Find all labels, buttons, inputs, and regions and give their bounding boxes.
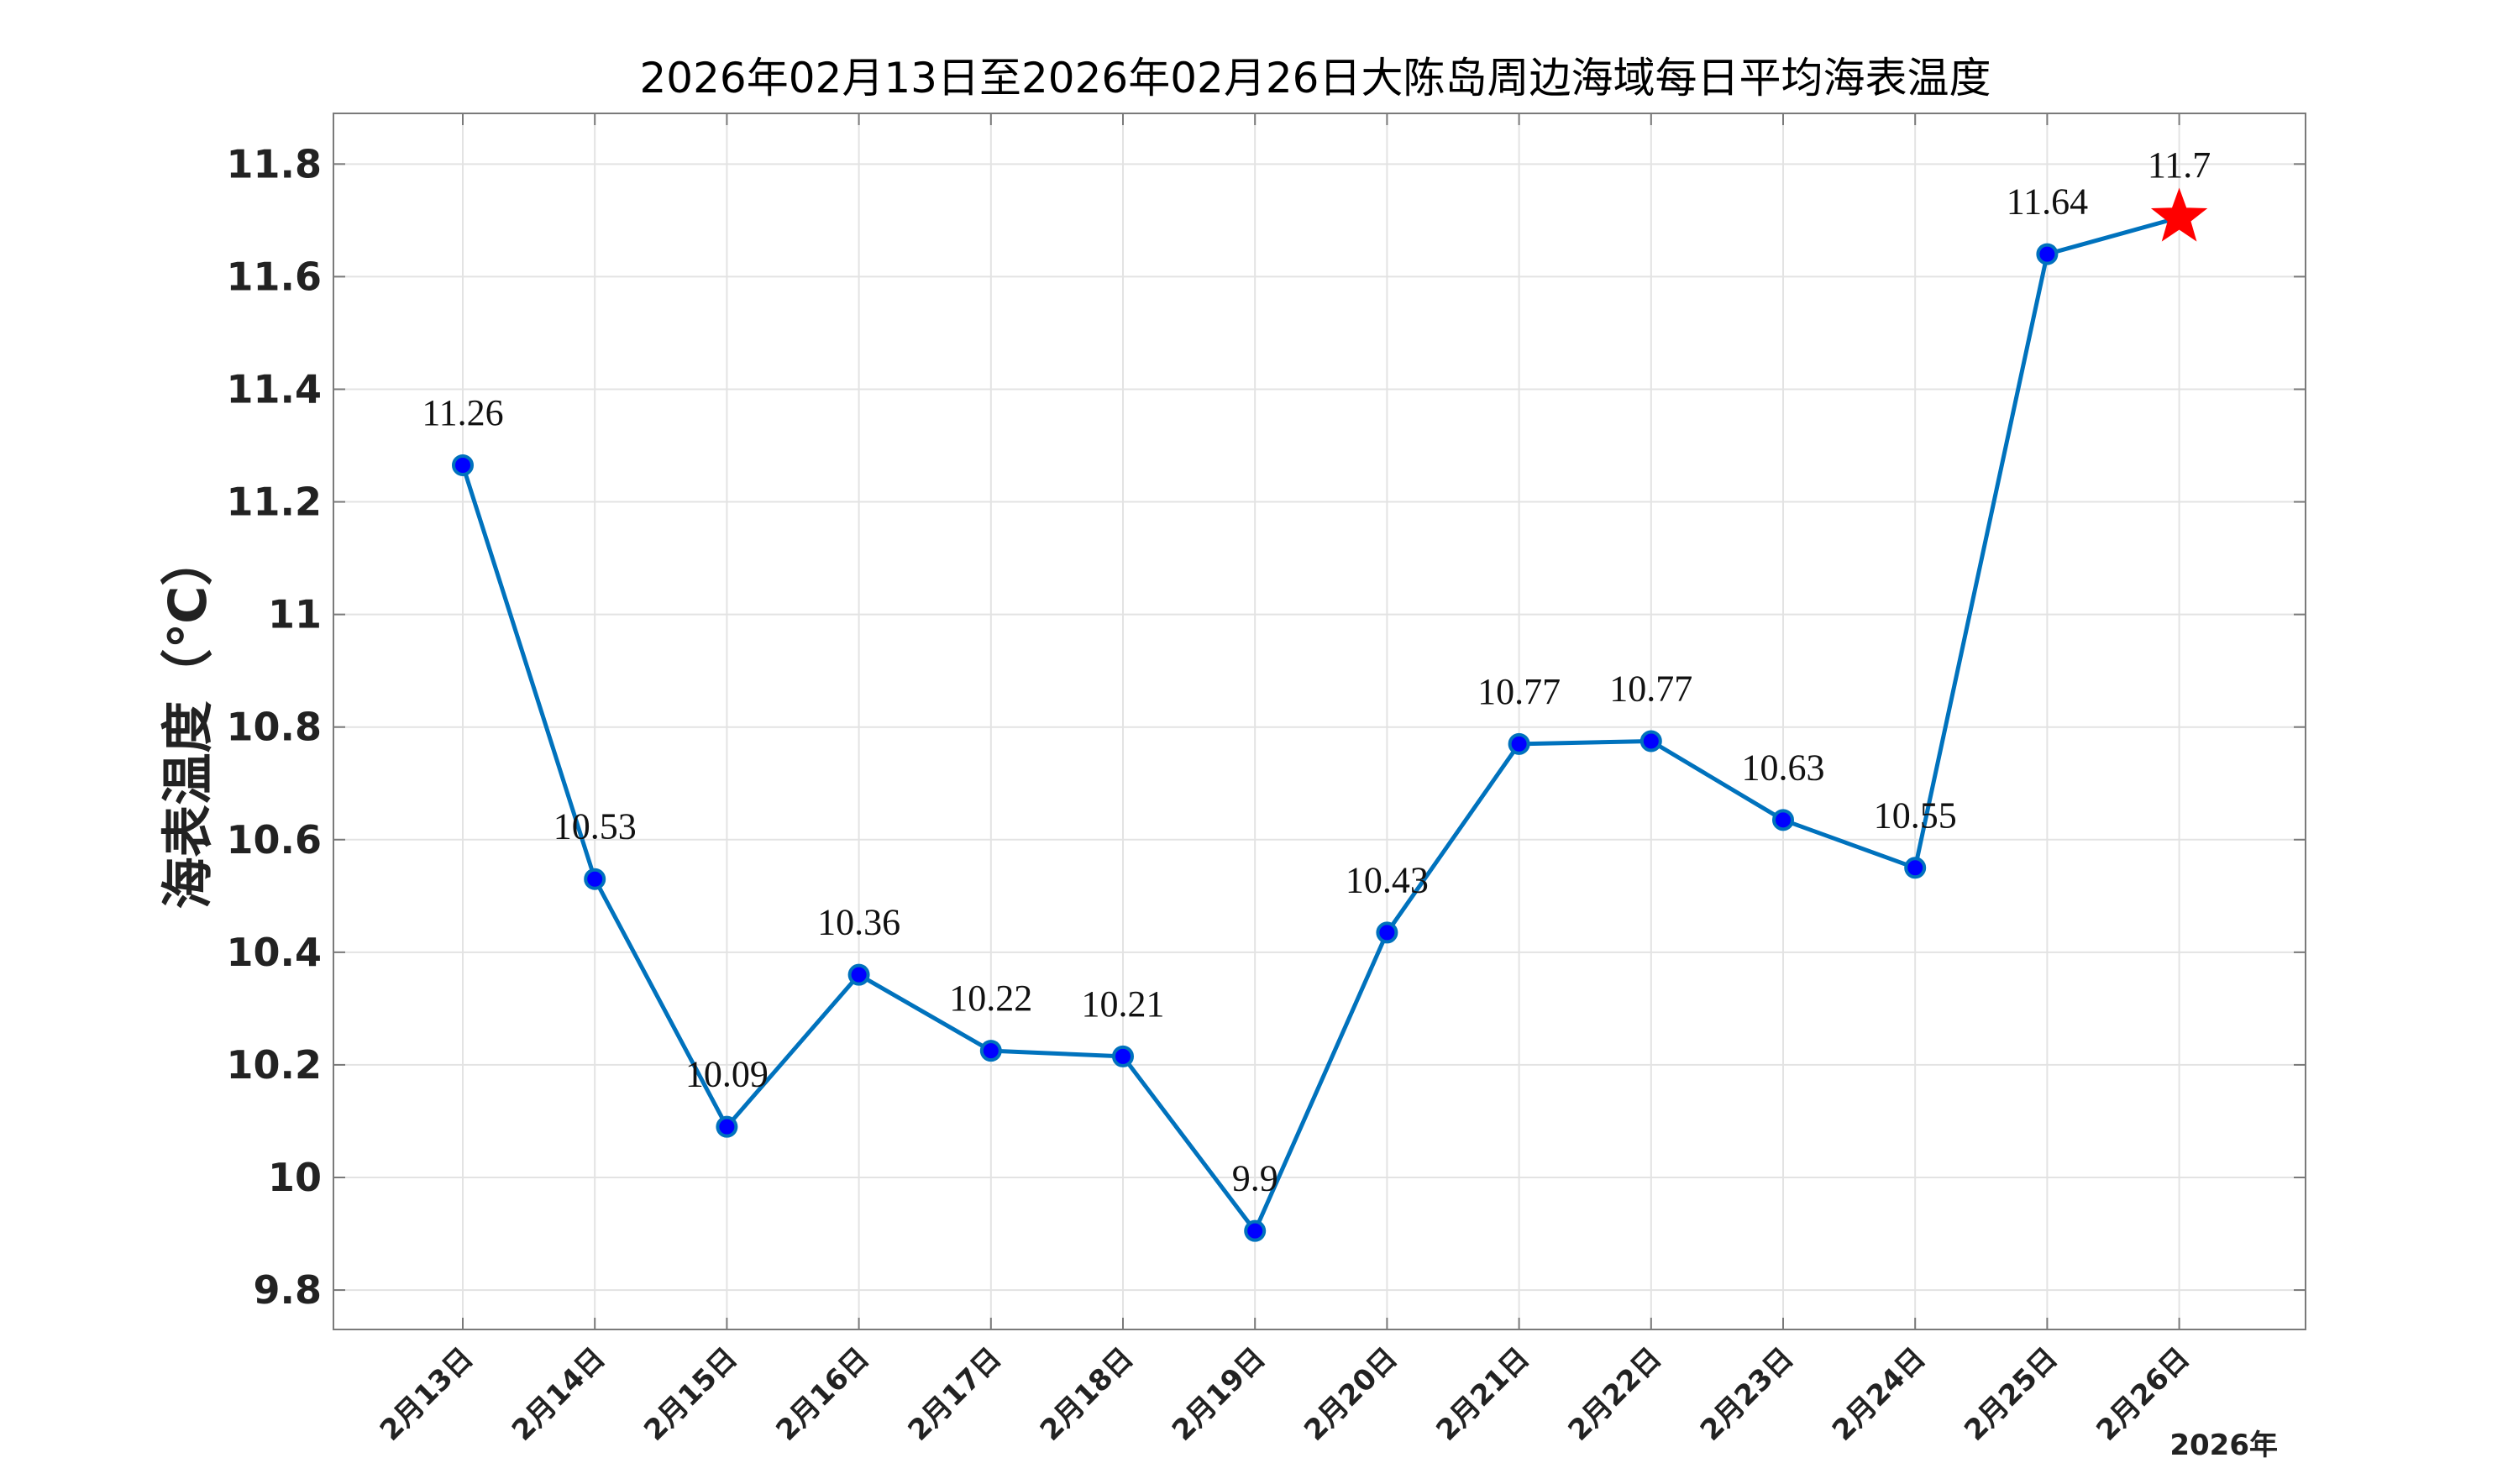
y-tick-label: 11.2: [227, 480, 323, 525]
y-tick-label: 10.4: [227, 930, 323, 975]
x-tick-label: 2月14日: [506, 1341, 612, 1448]
data-label: 10.36: [817, 902, 900, 943]
y-axis-label: 海表温度（℃）: [157, 533, 218, 909]
series-line-group: [452, 187, 2208, 1242]
data-label: 11.7: [2148, 144, 2211, 186]
x-tick-label: 2月17日: [902, 1341, 1009, 1448]
data-label: 9.9: [1232, 1158, 1278, 1199]
x-tick-label: 2月15日: [637, 1341, 744, 1448]
data-label: 10.22: [949, 978, 1032, 1019]
data-label: 10.77: [1477, 671, 1561, 712]
data-labels: 11.26 10.53 10.09 10.36 10.22 10.21 9.9 10.43 10…: [422, 144, 2211, 1199]
plot-area-frame: [333, 113, 2306, 1330]
x-axis: 2月13日 2月14日 2月15日 2月16日 2月17日 2月18日 2月19日 2月20日…: [374, 113, 2196, 1448]
data-point: [847, 963, 870, 986]
y-tick-label: 10.8: [227, 705, 323, 750]
data-label: 10.09: [685, 1054, 769, 1095]
grid-lines: [333, 113, 2306, 1329]
data-label: 10.43: [1346, 859, 1429, 900]
x-tick-label: 2月24日: [1826, 1341, 1933, 1448]
y-tick-label: 10.6: [227, 817, 323, 863]
y-axis: 9.8 10 10.2 10.4 10.6 10.8 11 11.2 11.4 11.6 11.8: [227, 141, 2306, 1313]
y-tick-label: 11.4: [227, 366, 323, 412]
data-point: [1244, 1219, 1267, 1242]
x-tick-label: 2月25日: [1958, 1341, 2064, 1448]
x-tick-label: 2月13日: [374, 1341, 480, 1448]
data-point: [452, 454, 474, 476]
x-tick-label: 2月22日: [1562, 1341, 1669, 1448]
y-tick-label: 10: [268, 1155, 322, 1200]
y-tick-label: 11: [268, 592, 322, 637]
data-point: [1508, 732, 1530, 755]
series-line: [460, 215, 2180, 1234]
x-tick-label: 2月23日: [1694, 1341, 1801, 1448]
y-tick-label: 11.8: [227, 141, 323, 186]
chart-title: 2026年02月13日至2026年02月26日大陈岛周边海域每日平均海表温度: [640, 54, 1991, 102]
data-label: 11.64: [2007, 181, 2088, 223]
year-label: 2026年: [2169, 1429, 2278, 1462]
data-label: 11.26: [422, 392, 503, 433]
x-tick-label: 2月16日: [769, 1341, 876, 1448]
x-tick-label: 2月20日: [1298, 1341, 1404, 1448]
data-label: 10.63: [1742, 747, 1825, 788]
data-point: [1639, 730, 1662, 752]
data-label: 10.55: [1874, 794, 1957, 836]
data-point: [1376, 921, 1398, 944]
x-tick-label: 2月18日: [1034, 1341, 1141, 1448]
y-tick-label: 9.8: [254, 1267, 323, 1313]
data-label: 10.21: [1082, 983, 1165, 1025]
y-tick-label: 10.2: [227, 1042, 323, 1088]
highlight-star-marker: [2150, 187, 2208, 242]
data-point: [1112, 1045, 1134, 1067]
data-point: [979, 1040, 1002, 1062]
data-point: [716, 1115, 738, 1138]
data-point: [2036, 243, 2059, 265]
y-tick-label: 11.6: [227, 254, 323, 299]
x-tick-label: 2月19日: [1166, 1341, 1272, 1448]
data-point: [584, 868, 606, 890]
x-tick-label: 2月21日: [1430, 1341, 1536, 1448]
data-label: 10.77: [1609, 668, 1692, 709]
data-point: [1904, 857, 1927, 879]
data-point: [1772, 809, 1794, 831]
data-label: 10.53: [553, 806, 637, 847]
